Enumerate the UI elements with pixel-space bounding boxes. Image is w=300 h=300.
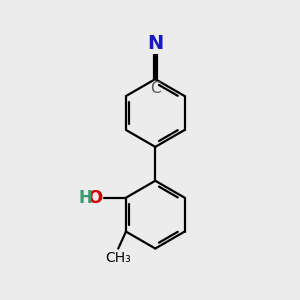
Text: C: C [150,81,160,96]
Text: O: O [88,189,103,207]
Text: CH₃: CH₃ [105,251,131,265]
Text: N: N [147,34,164,53]
Text: H: H [78,189,92,207]
